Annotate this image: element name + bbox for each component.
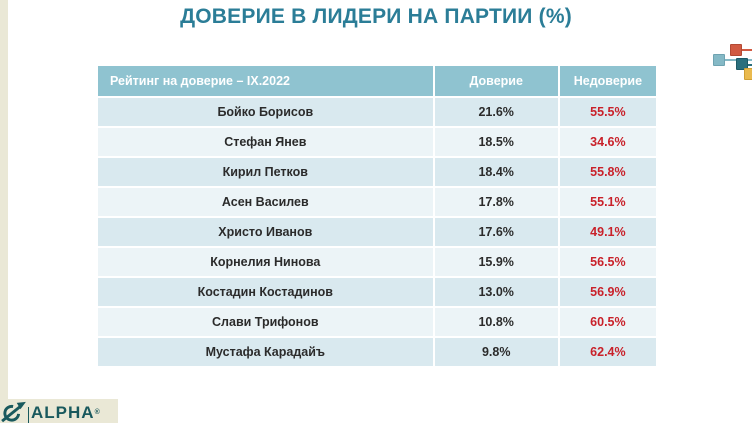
- table-row: Корнелия Нинова 15.9% 56.5%: [98, 248, 656, 276]
- node-square-blue: [713, 54, 725, 66]
- alpha-research-logo: ALPHA®: [0, 399, 118, 423]
- trust-value: 17.6%: [434, 218, 558, 246]
- distrust-value: 55.8%: [559, 158, 656, 186]
- distrust-value: 55.5%: [559, 98, 656, 126]
- left-edge-strip: [0, 0, 8, 423]
- trust-value: 13.0%: [434, 278, 558, 306]
- trust-value: 18.5%: [434, 128, 558, 156]
- leader-name: Мустафа Карадайъ: [98, 338, 433, 366]
- alpha-logo-arrow-icon: [1, 401, 26, 423]
- leader-name: Стефан Янев: [98, 128, 433, 156]
- table-row: Кирил Петков 18.4% 55.8%: [98, 158, 656, 186]
- node-square-teal: [736, 58, 748, 70]
- table-row: Христо Иванов 17.6% 49.1%: [98, 218, 656, 246]
- trust-value: 9.8%: [434, 338, 558, 366]
- trust-value: 17.8%: [434, 188, 558, 216]
- leader-name: Кирил Петков: [98, 158, 433, 186]
- node-line-red: [740, 49, 752, 51]
- registered-mark: ®: [94, 409, 101, 416]
- trust-value: 18.4%: [434, 158, 558, 186]
- table-row: Слави Трифонов 10.8% 60.5%: [98, 308, 656, 336]
- distrust-value: 55.1%: [559, 188, 656, 216]
- trust-value: 10.8%: [434, 308, 558, 336]
- table-row: Асен Василев 17.8% 55.1%: [98, 188, 656, 216]
- leader-name: Слави Трифонов: [98, 308, 433, 336]
- header-trust-column: Доверие: [434, 66, 558, 96]
- network-nodes-icon: [706, 38, 752, 83]
- distrust-value: 56.9%: [559, 278, 656, 306]
- distrust-value: 62.4%: [559, 338, 656, 366]
- distrust-value: 60.5%: [559, 308, 656, 336]
- trust-value: 15.9%: [434, 248, 558, 276]
- leader-name: Корнелия Нинова: [98, 248, 433, 276]
- leader-name: Костадин Костадинов: [98, 278, 433, 306]
- table-row: Костадин Костадинов 13.0% 56.9%: [98, 278, 656, 306]
- header-rating-label: Рейтинг на доверие – IX.2022: [98, 66, 433, 96]
- trust-rating-table: Рейтинг на доверие – IX.2022 Доверие Нед…: [96, 64, 658, 368]
- header-distrust-column: Недоверие: [559, 66, 656, 96]
- leader-name: Бойко Борисов: [98, 98, 433, 126]
- leader-name: Асен Василев: [98, 188, 433, 216]
- logo-divider: [28, 407, 29, 423]
- table-row: Мустафа Карадайъ 9.8% 62.4%: [98, 338, 656, 366]
- distrust-value: 49.1%: [559, 218, 656, 246]
- table-header-row: Рейтинг на доверие – IX.2022 Доверие Нед…: [98, 66, 656, 96]
- trust-value: 21.6%: [434, 98, 558, 126]
- page-title: ДОВЕРИЕ В ЛИДЕРИ НА ПАРТИИ (%): [180, 5, 572, 28]
- table-row: Стефан Янев 18.5% 34.6%: [98, 128, 656, 156]
- distrust-value: 56.5%: [559, 248, 656, 276]
- table-row: Бойко Борисов 21.6% 55.5%: [98, 98, 656, 126]
- leader-name: Христо Иванов: [98, 218, 433, 246]
- node-square-yellow: [744, 68, 752, 80]
- node-square-red: [730, 44, 742, 56]
- logo-text: ALPHA®: [31, 403, 101, 422]
- distrust-value: 34.6%: [559, 128, 656, 156]
- node-line-teal: [748, 64, 752, 66]
